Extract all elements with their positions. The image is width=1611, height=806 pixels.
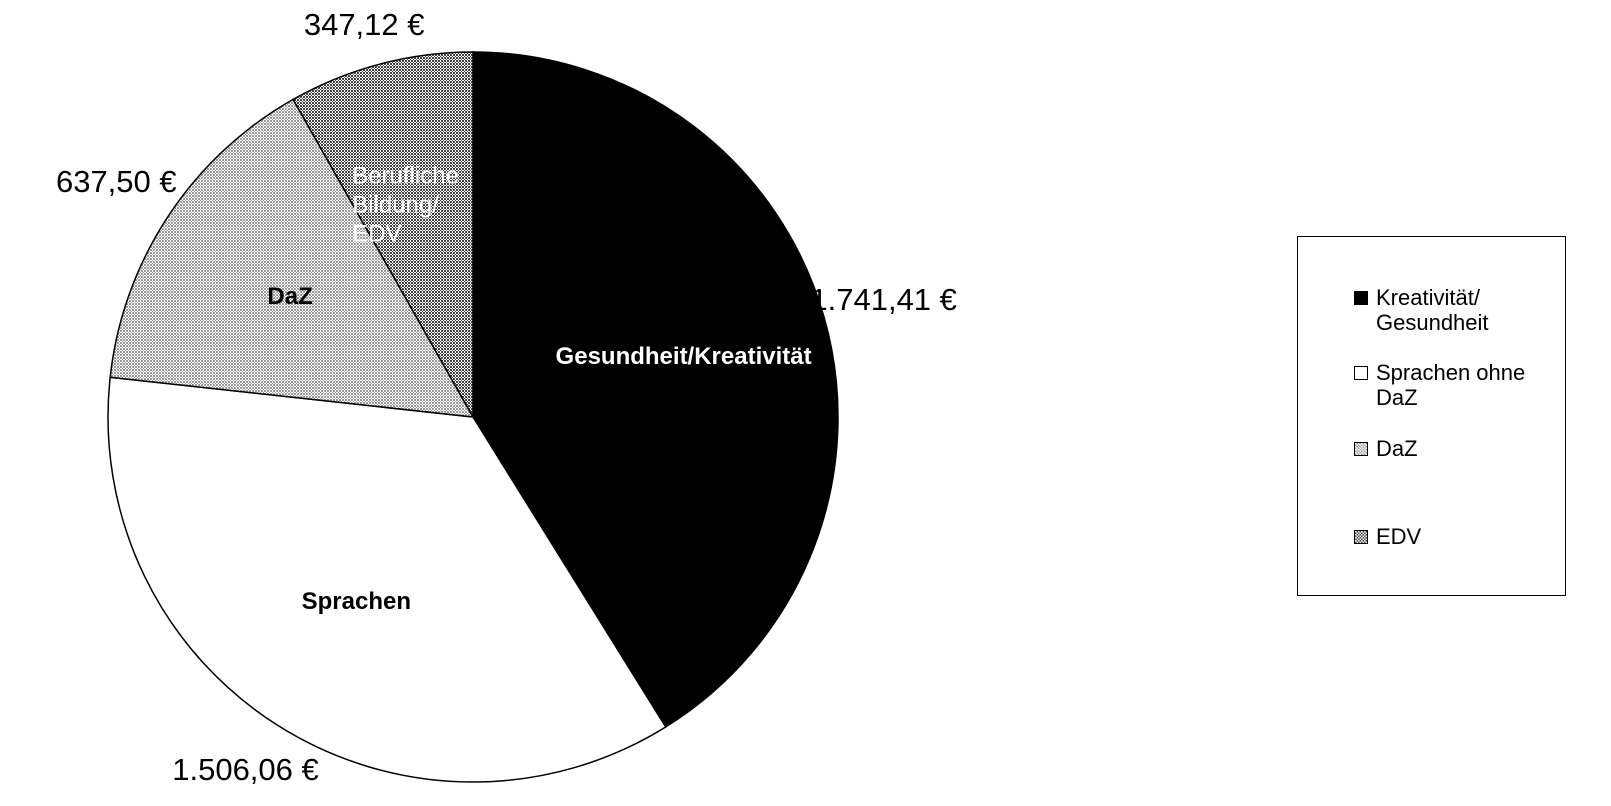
value-label: 1.741,41 € xyxy=(810,281,957,317)
legend-swatch xyxy=(1354,366,1368,380)
legend-label: EDV xyxy=(1376,524,1422,549)
legend: Kreativität/ Gesundheit Sprachen ohne DaZ… xyxy=(1297,236,1566,596)
legend-label: DaZ xyxy=(1376,436,1418,461)
pie-slice xyxy=(292,51,474,420)
value-label: 347,12 € xyxy=(303,7,425,42)
legend-label: Sprachen ohne DaZ xyxy=(1376,360,1526,410)
slice-label: Berufliche Bildung/ EDV xyxy=(352,162,459,248)
legend-swatch xyxy=(1354,291,1368,305)
pie-slice xyxy=(109,98,475,418)
pie-slice xyxy=(472,51,839,729)
legend-swatch xyxy=(1354,530,1368,544)
legend-swatch xyxy=(1354,442,1368,456)
slice-label: Gesundheit/Kreativität xyxy=(555,342,812,370)
value-label: 1.506,06 € xyxy=(172,752,319,787)
legend-label: Kreativität/ Gesundheit xyxy=(1376,285,1489,335)
slice-label: Sprachen xyxy=(301,588,412,616)
pie-slice xyxy=(107,376,667,783)
value-label: 637,50 € xyxy=(55,164,177,200)
slice-label: DaZ xyxy=(267,282,313,310)
